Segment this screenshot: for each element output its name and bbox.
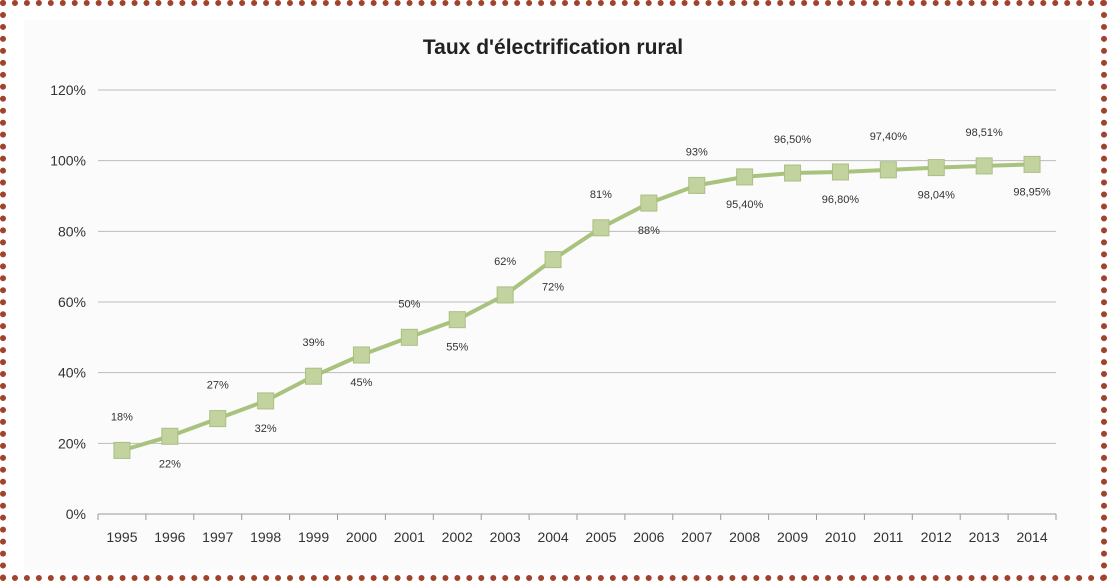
data-label: 98,51% bbox=[965, 127, 1003, 139]
data-label: 27% bbox=[207, 380, 229, 392]
chart-title: Taux d'électrification rural bbox=[423, 36, 683, 59]
y-tick-label: 80% bbox=[58, 223, 86, 239]
data-point bbox=[640, 194, 658, 212]
data-label: 98,95% bbox=[1013, 186, 1051, 198]
data-point bbox=[592, 219, 610, 237]
data-point bbox=[305, 367, 323, 385]
data-point bbox=[257, 392, 275, 410]
y-tick-label: 100% bbox=[50, 153, 86, 169]
data-point bbox=[161, 427, 179, 445]
data-label: 62% bbox=[494, 256, 516, 268]
data-label: 32% bbox=[255, 423, 277, 435]
x-tick-label: 2001 bbox=[394, 529, 425, 545]
x-tick-label: 2005 bbox=[585, 529, 616, 545]
chart-panel bbox=[24, 20, 1090, 570]
x-tick-label: 1997 bbox=[202, 529, 233, 545]
data-label: 96,50% bbox=[774, 134, 812, 146]
data-point bbox=[688, 176, 706, 194]
data-label: 96,80% bbox=[822, 194, 860, 206]
x-tick-label: 2000 bbox=[346, 529, 377, 545]
y-tick-label: 60% bbox=[58, 294, 86, 310]
x-tick-label: 2011 bbox=[873, 529, 903, 545]
data-label: 72% bbox=[542, 282, 564, 294]
x-tick-label: 1995 bbox=[106, 529, 137, 545]
data-label: 93% bbox=[686, 146, 708, 158]
x-tick-label: 2008 bbox=[729, 529, 760, 545]
data-label: 45% bbox=[350, 377, 372, 389]
data-point bbox=[879, 161, 897, 179]
data-point bbox=[400, 328, 418, 346]
data-point bbox=[209, 410, 227, 428]
data-label: 97,40% bbox=[870, 131, 908, 143]
data-label: 18% bbox=[111, 411, 133, 423]
data-point bbox=[1023, 155, 1041, 173]
y-tick-label: 40% bbox=[58, 365, 86, 381]
data-label: 22% bbox=[159, 458, 181, 470]
data-point bbox=[831, 163, 849, 181]
x-tick-label: 1996 bbox=[154, 529, 185, 545]
data-point bbox=[544, 251, 562, 269]
y-tick-label: 120% bbox=[50, 82, 86, 98]
y-tick-label: 20% bbox=[58, 435, 86, 451]
data-point bbox=[784, 164, 802, 182]
x-tick-label: 1998 bbox=[250, 529, 281, 545]
x-tick-label: 2002 bbox=[442, 529, 473, 545]
data-label: 55% bbox=[446, 342, 468, 354]
data-point bbox=[113, 441, 131, 459]
x-tick-label: 2003 bbox=[490, 529, 521, 545]
data-label: 81% bbox=[590, 189, 612, 201]
x-tick-label: 2009 bbox=[777, 529, 808, 545]
x-tick-label: 1999 bbox=[298, 529, 329, 545]
x-tick-label: 2012 bbox=[921, 529, 952, 545]
data-point bbox=[975, 157, 993, 175]
data-label: 50% bbox=[398, 298, 420, 310]
x-tick-label: 2014 bbox=[1016, 529, 1047, 545]
data-point bbox=[496, 286, 514, 304]
data-point bbox=[736, 168, 754, 186]
data-point bbox=[352, 346, 370, 364]
x-tick-label: 2006 bbox=[633, 529, 664, 545]
data-label: 39% bbox=[303, 337, 325, 349]
x-tick-label: 2004 bbox=[537, 529, 568, 545]
data-label: 88% bbox=[638, 225, 660, 237]
data-label: 98,04% bbox=[918, 190, 956, 202]
x-tick-label: 2007 bbox=[681, 529, 712, 545]
x-tick-label: 2010 bbox=[825, 529, 856, 545]
x-tick-label: 2013 bbox=[969, 529, 1000, 545]
data-label: 95,40% bbox=[726, 199, 764, 211]
y-tick-label: 0% bbox=[66, 506, 86, 522]
data-point bbox=[927, 159, 945, 177]
data-point bbox=[448, 311, 466, 329]
